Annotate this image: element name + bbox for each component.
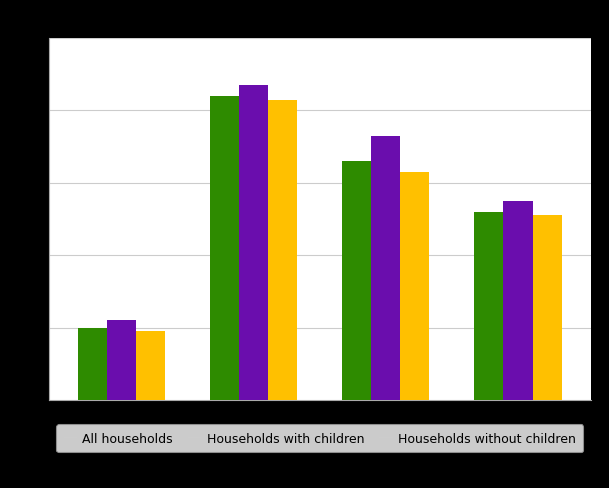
Bar <box>532 216 561 400</box>
Bar <box>371 137 400 400</box>
Bar <box>136 331 165 400</box>
Bar <box>78 328 107 400</box>
Bar <box>107 321 136 400</box>
Bar <box>210 97 239 400</box>
Bar <box>400 173 429 400</box>
Bar <box>342 162 371 400</box>
Legend: All households, Households with children, Households without children: All households, Households with children… <box>56 425 583 452</box>
Bar <box>474 212 504 400</box>
Bar <box>268 101 297 400</box>
Bar <box>239 86 268 400</box>
Bar <box>504 202 532 400</box>
